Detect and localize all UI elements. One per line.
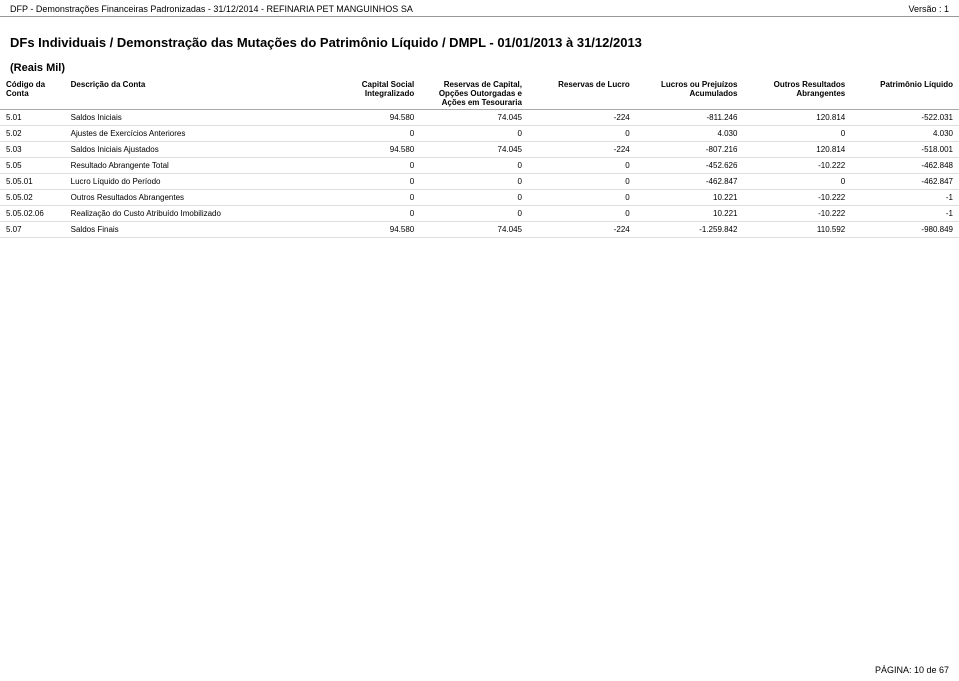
table-header-row: Código da Conta Descrição da Conta Capit… <box>0 78 959 110</box>
table-row: 5.05 Resultado Abrangente Total 0 0 0 -4… <box>0 158 959 174</box>
cell-codigo: 5.02 <box>0 126 65 142</box>
cell-value: 10.221 <box>636 190 744 206</box>
cell-value: 120.814 <box>743 110 851 126</box>
cell-value: 74.045 <box>420 222 528 238</box>
col-header-lucros-prejuizos: Lucros ou Prejuízos Acumulados <box>636 78 744 110</box>
col-header-outros-resultados: Outros Resultados Abrangentes <box>743 78 851 110</box>
cell-value: 0 <box>528 158 636 174</box>
cell-value: -522.031 <box>851 110 959 126</box>
cell-codigo: 5.03 <box>0 142 65 158</box>
cell-value: -462.847 <box>851 174 959 190</box>
header-right-text: Versão : 1 <box>908 4 949 14</box>
cell-codigo: 5.07 <box>0 222 65 238</box>
cell-value: -1.259.842 <box>636 222 744 238</box>
cell-value: 0 <box>420 190 528 206</box>
cell-descricao: Saldos Finais <box>65 222 313 238</box>
cell-value: -1 <box>851 190 959 206</box>
cell-value: 0 <box>743 174 851 190</box>
cell-descricao: Realização do Custo Atribuído Imobilizad… <box>65 206 313 222</box>
table-row: 5.02 Ajustes de Exercícios Anteriores 0 … <box>0 126 959 142</box>
header-left-text: DFP - Demonstrações Financeiras Padroniz… <box>10 4 413 14</box>
cell-value: -811.246 <box>636 110 744 126</box>
table-row: 5.01 Saldos Iniciais 94.580 74.045 -224 … <box>0 110 959 126</box>
cell-value: -452.626 <box>636 158 744 174</box>
cell-value: 94.580 <box>312 142 420 158</box>
cell-value: 120.814 <box>743 142 851 158</box>
table-row: 5.05.02.06 Realização do Custo Atribuído… <box>0 206 959 222</box>
cell-value: -807.216 <box>636 142 744 158</box>
cell-value: -224 <box>528 110 636 126</box>
cell-value: 94.580 <box>312 110 420 126</box>
cell-codigo: 5.05.01 <box>0 174 65 190</box>
cell-value: 0 <box>420 206 528 222</box>
table-row: 5.03 Saldos Iniciais Ajustados 94.580 74… <box>0 142 959 158</box>
cell-value: 0 <box>312 126 420 142</box>
cell-value: -10.222 <box>743 206 851 222</box>
cell-value: 4.030 <box>851 126 959 142</box>
cell-value: -462.847 <box>636 174 744 190</box>
cell-value: 0 <box>312 190 420 206</box>
cell-value: -224 <box>528 222 636 238</box>
header-bar: DFP - Demonstrações Financeiras Padroniz… <box>0 0 959 17</box>
cell-descricao: Saldos Iniciais Ajustados <box>65 142 313 158</box>
cell-value: 10.221 <box>636 206 744 222</box>
financial-table: Código da Conta Descrição da Conta Capit… <box>0 78 959 238</box>
col-header-patrimonio-liquido: Patrimônio Líquido <box>851 78 959 110</box>
cell-value: 0 <box>312 174 420 190</box>
cell-value: 0 <box>743 126 851 142</box>
cell-value: 74.045 <box>420 110 528 126</box>
cell-descricao: Saldos Iniciais <box>65 110 313 126</box>
col-header-reservas-lucro: Reservas de Lucro <box>528 78 636 110</box>
cell-descricao: Outros Resultados Abrangentes <box>65 190 313 206</box>
cell-value: 0 <box>420 174 528 190</box>
cell-value: 0 <box>312 158 420 174</box>
cell-value: 0 <box>528 126 636 142</box>
cell-codigo: 5.05 <box>0 158 65 174</box>
cell-descricao: Resultado Abrangente Total <box>65 158 313 174</box>
col-header-descricao: Descrição da Conta <box>65 78 313 110</box>
cell-value: -10.222 <box>743 158 851 174</box>
cell-descricao: Lucro Líquido do Período <box>65 174 313 190</box>
cell-value: 74.045 <box>420 142 528 158</box>
cell-value: -980.849 <box>851 222 959 238</box>
col-header-capital-social: Capital Social Integralizado <box>312 78 420 110</box>
page-footer: PÁGINA: 10 de 67 <box>875 665 949 675</box>
cell-value: 0 <box>528 174 636 190</box>
table-row: 5.07 Saldos Finais 94.580 74.045 -224 -1… <box>0 222 959 238</box>
col-header-codigo: Código da Conta <box>0 78 65 110</box>
cell-value: -462.848 <box>851 158 959 174</box>
cell-value: -518.001 <box>851 142 959 158</box>
cell-descricao: Ajustes de Exercícios Anteriores <box>65 126 313 142</box>
table-row: 5.05.01 Lucro Líquido do Período 0 0 0 -… <box>0 174 959 190</box>
cell-value: 110.592 <box>743 222 851 238</box>
cell-value: -224 <box>528 142 636 158</box>
cell-value: -10.222 <box>743 190 851 206</box>
cell-value: 94.580 <box>312 222 420 238</box>
cell-value: 4.030 <box>636 126 744 142</box>
cell-value: -1 <box>851 206 959 222</box>
table-body: 5.01 Saldos Iniciais 94.580 74.045 -224 … <box>0 110 959 238</box>
cell-value: 0 <box>528 206 636 222</box>
cell-value: 0 <box>420 158 528 174</box>
cell-value: 0 <box>528 190 636 206</box>
cell-value: 0 <box>312 206 420 222</box>
cell-codigo: 5.01 <box>0 110 65 126</box>
cell-codigo: 5.05.02.06 <box>0 206 65 222</box>
document-title: DFs Individuais / Demonstração das Mutaç… <box>0 17 959 56</box>
cell-value: 0 <box>420 126 528 142</box>
unit-label: (Reais Mil) <box>0 56 959 78</box>
table-row: 5.05.02 Outros Resultados Abrangentes 0 … <box>0 190 959 206</box>
cell-codigo: 5.05.02 <box>0 190 65 206</box>
col-header-reservas-capital: Reservas de Capital, Opções Outorgadas e… <box>420 78 528 110</box>
